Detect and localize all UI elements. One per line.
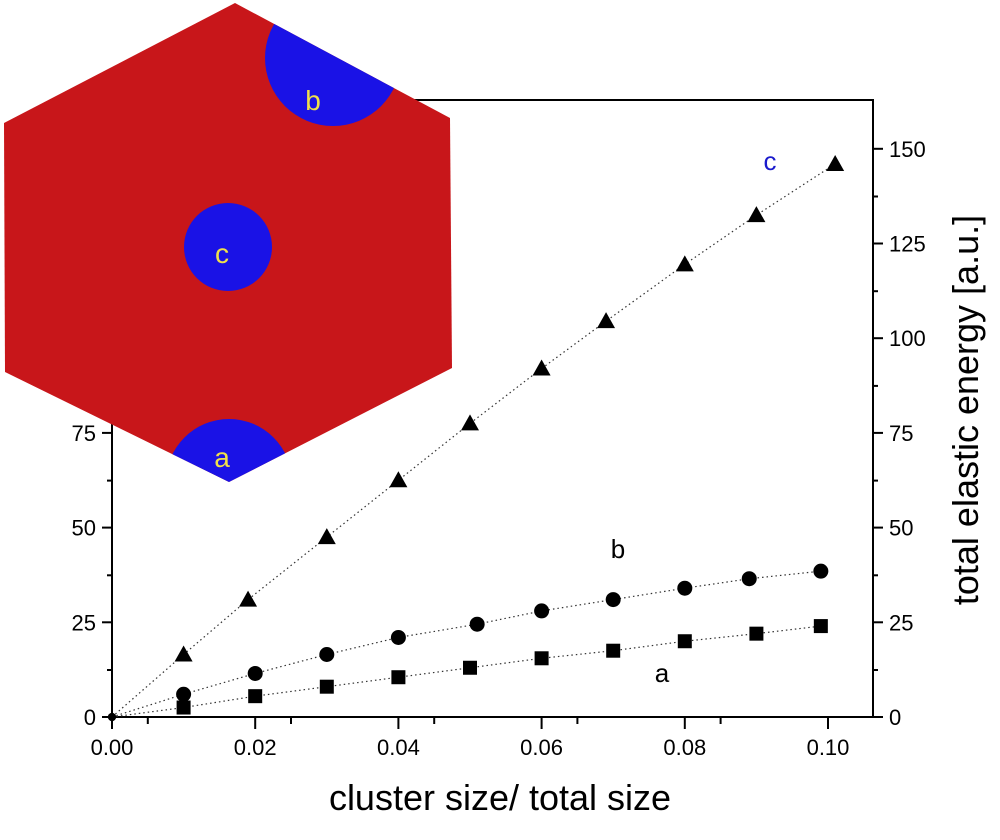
data-marks: c b a <box>108 146 845 721</box>
y-tick-label-left: 50 <box>72 516 96 541</box>
x-tick-label: 0.02 <box>234 735 277 760</box>
data-point-circle <box>605 592 621 608</box>
series-label-c: c <box>764 146 777 176</box>
data-point-square <box>248 689 263 704</box>
series-label-b: b <box>611 534 625 564</box>
y-tick-label-right: 125 <box>889 232 926 257</box>
data-point-square <box>813 619 828 634</box>
data-point-triangle <box>826 154 845 171</box>
cluster-a <box>166 419 292 482</box>
y-tick-label-right: 100 <box>889 326 926 351</box>
series-line-b <box>111 570 821 718</box>
data-point-square <box>391 670 406 685</box>
data-point-origin <box>108 713 116 721</box>
x-axis-label: cluster size/ total size <box>329 777 671 818</box>
y-tick-label-right: 25 <box>889 610 913 635</box>
data-point-circle <box>469 616 485 632</box>
data-point-square <box>176 700 191 715</box>
x-tick-label: 0.06 <box>520 735 563 760</box>
cluster-c <box>184 203 272 291</box>
data-point-triangle <box>239 590 258 607</box>
series-label-a: a <box>655 658 670 688</box>
data-point-circle <box>534 603 550 619</box>
data-point-square <box>463 660 477 675</box>
data-point-square <box>749 626 764 641</box>
data-point-circle <box>741 571 757 587</box>
data-point-triangle <box>532 359 551 376</box>
data-point-triangle <box>389 471 408 488</box>
data-point-triangle <box>317 528 336 545</box>
data-point-circle <box>813 563 829 579</box>
data-point-square <box>319 679 334 694</box>
inset-label-a: a <box>214 442 230 473</box>
inset-hexagon: a b c <box>4 3 452 482</box>
data-point-circle <box>176 686 192 702</box>
inset-label-c: c <box>215 238 229 269</box>
x-tick-label: 0.10 <box>807 735 850 760</box>
data-point-triangle <box>174 645 193 662</box>
data-point-square <box>606 643 621 658</box>
y-tick-label-right: 0 <box>889 705 901 730</box>
data-point-circle <box>677 580 693 596</box>
data-point-triangle <box>461 414 479 431</box>
inset-label-b: b <box>305 85 321 116</box>
y-tick-label-right: 75 <box>889 421 913 446</box>
y-tick-label-right: 50 <box>889 516 913 541</box>
data-point-square <box>677 634 692 649</box>
data-point-circle <box>319 646 335 662</box>
data-point-square <box>534 651 549 666</box>
y-tick-label-left: 75 <box>72 421 96 446</box>
data-point-triangle <box>597 312 616 329</box>
data-point-triangle <box>747 206 766 223</box>
data-point-circle <box>390 629 406 645</box>
data-point-triangle <box>675 255 694 272</box>
x-tick-label: 0.00 <box>91 735 134 760</box>
y-tick-label-left: 25 <box>72 610 96 635</box>
y-tick-label-right: 150 <box>889 137 926 162</box>
data-point-circle <box>247 665 263 681</box>
y-axis-label: total elastic energy [a.u.] <box>945 215 986 605</box>
x-tick-label: 0.08 <box>663 735 706 760</box>
x-tick-label: 0.04 <box>377 735 420 760</box>
y-tick-label-left: 0 <box>84 705 96 730</box>
